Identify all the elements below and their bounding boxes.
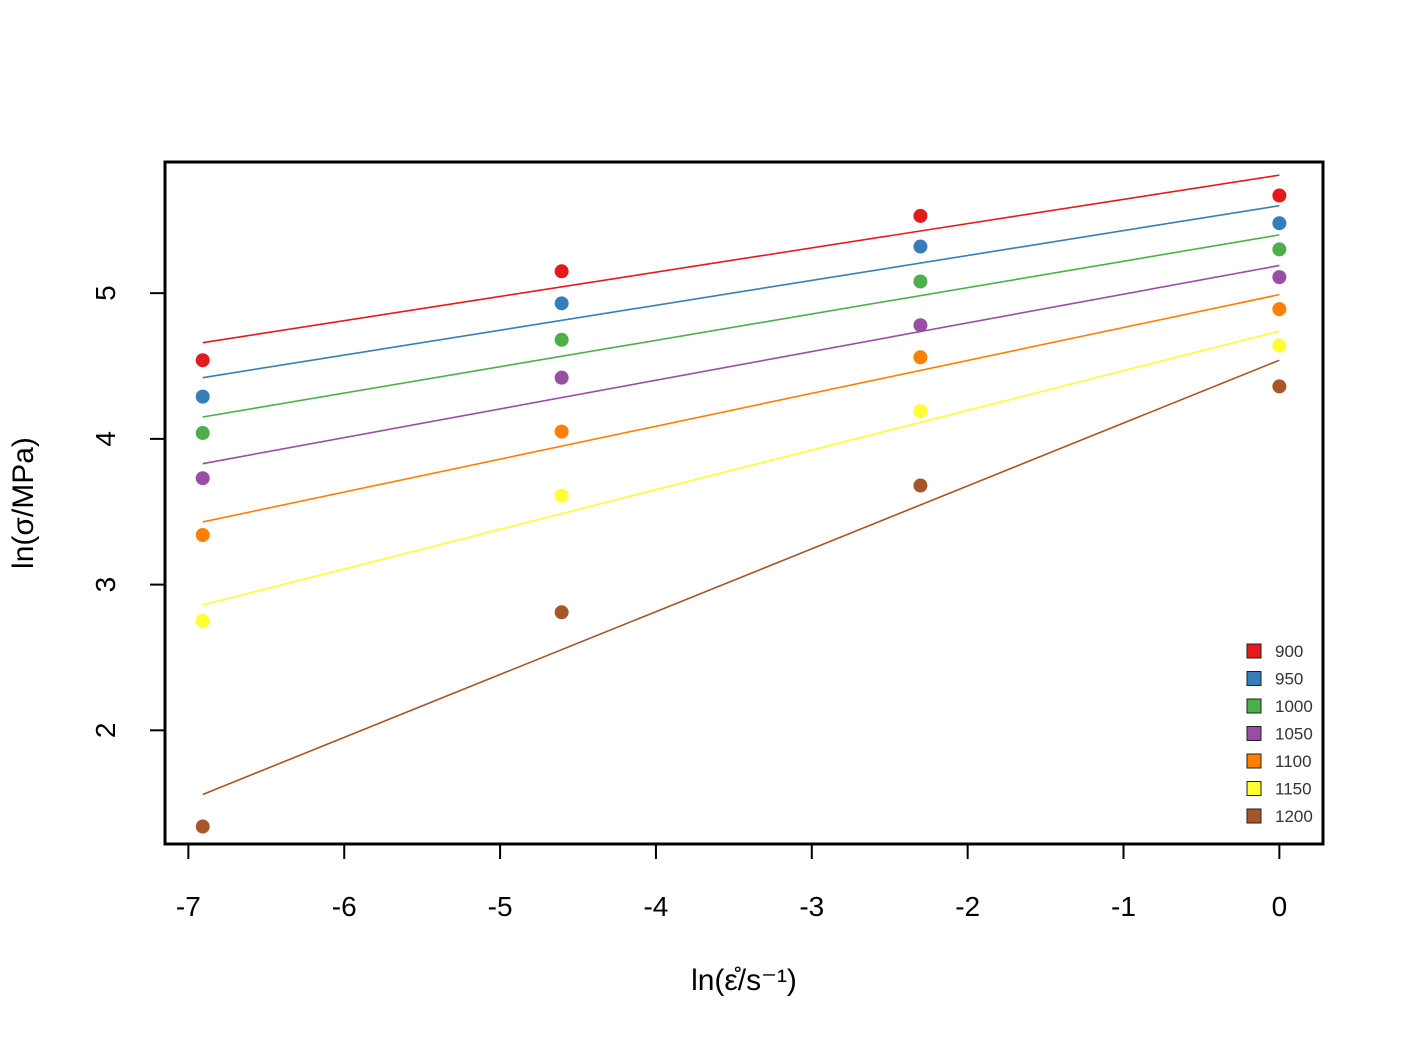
fit-line-950 <box>202 204 1280 379</box>
x-tick-label--2: -2 <box>955 891 980 922</box>
legend-swatch-1100 <box>1246 753 1262 769</box>
legend-swatch-1050 <box>1246 726 1262 741</box>
legend-label-950: 950 <box>1275 670 1303 689</box>
data-point-1200-1 <box>554 605 569 620</box>
x-axis-title: ln(ε̊/s⁻¹) <box>691 964 797 997</box>
data-point-1000-3 <box>1272 242 1287 257</box>
data-point-900-0 <box>195 353 210 368</box>
fit-lines <box>202 174 1280 796</box>
data-point-950-3 <box>1272 216 1287 231</box>
x-axis: -7 -6 -5 -4 -3 -2 -1 0 <box>176 844 1287 922</box>
data-point-1200-2 <box>913 478 928 493</box>
fit-line-1100 <box>202 293 1280 523</box>
legend-swatch-900 <box>1246 643 1262 659</box>
legend-label-1100: 1100 <box>1275 752 1312 771</box>
data-point-900-3 <box>1272 188 1287 203</box>
data-point-1050-0 <box>195 471 210 486</box>
legend-swatch-950 <box>1246 671 1262 686</box>
legend-swatch-1000 <box>1246 698 1262 714</box>
legend-label-1150: 1150 <box>1275 780 1312 799</box>
data-point-1200-3 <box>1272 379 1287 394</box>
fit-line-1200 <box>202 359 1280 796</box>
data-point-1150-3 <box>1272 338 1287 353</box>
legend-label-900: 900 <box>1275 642 1303 661</box>
y-tick-label-3: 3 <box>90 577 121 593</box>
legend: 900 950 1000 1050 1100 1150 1200 <box>1246 642 1313 826</box>
data-point-1100-1 <box>554 424 569 439</box>
x-tick-label--6: -6 <box>332 891 357 922</box>
data-point-1200-0 <box>195 819 210 834</box>
data-point-1000-0 <box>195 426 210 441</box>
fit-line-1150 <box>202 330 1280 606</box>
data-point-1100-3 <box>1272 302 1287 317</box>
data-point-900-1 <box>554 264 569 279</box>
fit-line-900 <box>202 174 1280 344</box>
data-point-1050-2 <box>913 318 928 333</box>
x-tick-label--5: -5 <box>488 891 513 922</box>
x-tick-label--1: -1 <box>1111 891 1136 922</box>
data-point-1000-2 <box>913 274 928 289</box>
legend-swatch-1200 <box>1246 808 1262 824</box>
data-point-1100-2 <box>913 350 928 365</box>
y-axis: 2 3 4 5 <box>90 285 165 738</box>
x-tick-label--4: -4 <box>643 891 668 922</box>
data-point-1150-2 <box>913 404 928 419</box>
y-tick-label-4: 4 <box>90 431 121 447</box>
fit-line-1050 <box>202 264 1280 465</box>
data-point-1150-0 <box>195 614 210 629</box>
x-tick-label--7: -7 <box>176 891 201 922</box>
y-axis-title: ln(σ/MPa) <box>7 437 40 569</box>
data-point-1100-0 <box>195 528 210 543</box>
y-tick-label-2: 2 <box>90 723 121 739</box>
data-point-1150-1 <box>554 488 569 503</box>
legend-swatch-1150 <box>1246 781 1262 796</box>
data-point-1000-1 <box>554 332 569 347</box>
x-tick-label--3: -3 <box>799 891 824 922</box>
legend-label-1050: 1050 <box>1275 725 1313 744</box>
data-point-950-1 <box>554 296 569 311</box>
data-point-950-0 <box>195 389 210 404</box>
data-point-950-2 <box>913 239 928 254</box>
data-point-900-2 <box>913 208 928 223</box>
x-tick-label-0: 0 <box>1272 891 1288 922</box>
legend-label-1000: 1000 <box>1275 697 1313 716</box>
data-point-1050-3 <box>1272 270 1287 285</box>
y-tick-label-5: 5 <box>90 285 121 301</box>
data-point-1050-1 <box>554 370 569 385</box>
fit-line-1000 <box>202 234 1280 418</box>
data-points <box>195 188 1287 834</box>
legend-label-1200: 1200 <box>1275 807 1313 826</box>
plot-area-frame <box>163 160 1325 846</box>
